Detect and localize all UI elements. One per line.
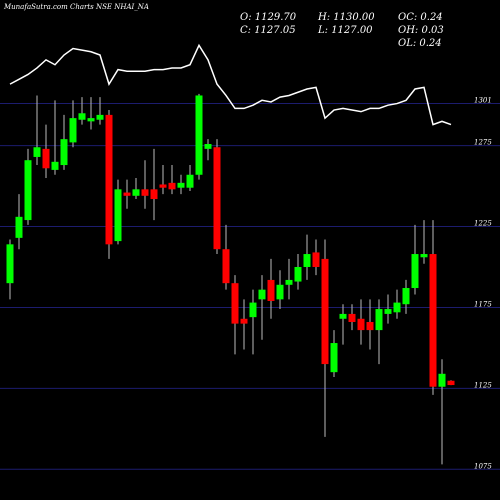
- plot: [6, 43, 455, 465]
- candle-body: [15, 216, 23, 238]
- candle-body: [438, 373, 446, 387]
- stat-label: OH: 0.03: [398, 25, 444, 36]
- candle-body: [114, 189, 122, 242]
- candle-body: [429, 254, 437, 387]
- indicator-line: [9, 43, 452, 126]
- candle-body: [51, 161, 59, 170]
- stat-label: C: 1127.05: [240, 25, 296, 36]
- chart-title: MunafaSutra.com Charts NSE NHAI_NA: [3, 3, 149, 11]
- candle-body: [96, 114, 104, 120]
- candle-body: [123, 192, 131, 196]
- candle-body: [168, 182, 176, 190]
- candle-body: [258, 289, 266, 300]
- candle-body: [411, 254, 419, 289]
- y-tick-label: 1175: [474, 300, 492, 308]
- candle-body: [24, 160, 32, 221]
- candle-body: [447, 380, 455, 386]
- stat-label: L: 1127.00: [317, 25, 373, 36]
- y-tick-label: 1075: [474, 462, 492, 470]
- candle-body: [402, 288, 410, 305]
- y-tick-label: 1275: [474, 139, 492, 147]
- candle-body: [195, 95, 203, 175]
- candle-body: [285, 279, 293, 285]
- stat-label: O: 1129.70: [240, 12, 297, 23]
- y-tick-label: 1301: [474, 97, 492, 105]
- candle-body: [177, 182, 185, 188]
- candle-body: [42, 148, 50, 169]
- candle-body: [330, 343, 338, 373]
- candle-body: [339, 313, 347, 319]
- y-tick-label: 1225: [474, 220, 492, 228]
- candle-body: [294, 266, 302, 282]
- candle-body: [375, 309, 383, 331]
- candle-body: [303, 254, 311, 267]
- candle-body: [267, 279, 275, 301]
- candle-body: [150, 189, 158, 200]
- candle-body: [105, 114, 113, 245]
- candle-body: [87, 118, 95, 122]
- candle-body: [141, 189, 149, 196]
- candle-body: [393, 302, 401, 313]
- candle-body: [213, 147, 221, 250]
- candle-body: [420, 254, 428, 258]
- candle-body: [204, 144, 212, 149]
- candle-body: [321, 258, 329, 365]
- candle-body: [33, 147, 41, 157]
- stats: O: 1129.70 H: 1130.00 OC: 0.24 C: 1127.05 L:…: [240, 12, 444, 49]
- candle-body: [6, 244, 14, 284]
- candle-body: [78, 113, 86, 120]
- candle-body: [312, 252, 320, 267]
- candle-body: [276, 284, 284, 300]
- candle-body: [222, 249, 230, 284]
- candle-body: [186, 174, 194, 188]
- stat-label: H: 1130.00: [317, 12, 375, 23]
- candle-body: [384, 309, 392, 314]
- candle-body: [366, 322, 374, 331]
- candle-body: [60, 139, 68, 166]
- candle-body: [132, 189, 140, 196]
- candle-body: [357, 318, 365, 331]
- stat-label: OC: 0.24: [398, 12, 443, 23]
- y-tick-label: 1125: [474, 381, 492, 389]
- stat-label: OL: 0.24: [398, 38, 442, 49]
- candle-body: [348, 313, 356, 323]
- candle-body: [240, 318, 248, 324]
- candle-body: [249, 302, 257, 318]
- candle-body: [69, 118, 77, 143]
- candle-body: [231, 283, 239, 324]
- candle-body: [159, 184, 167, 188]
